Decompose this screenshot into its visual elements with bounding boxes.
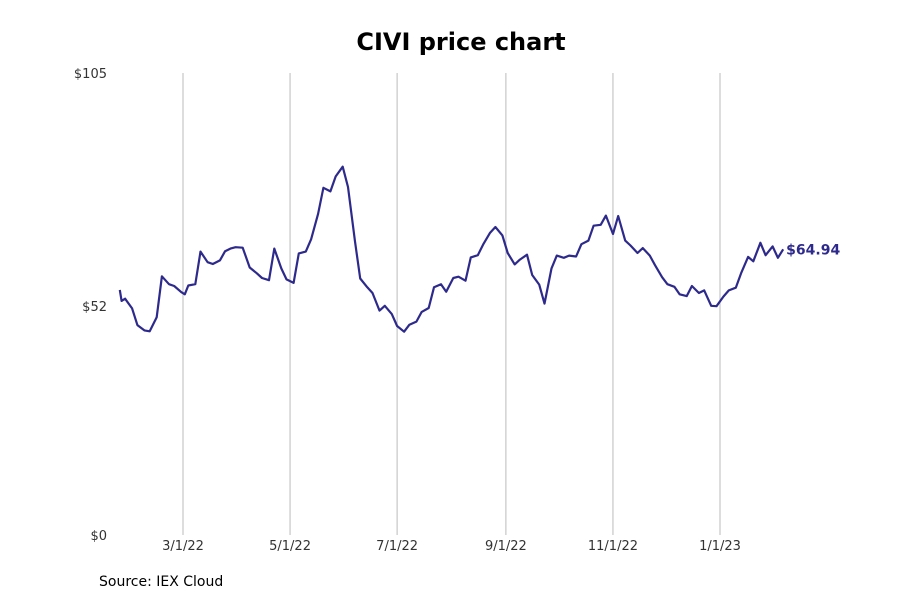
x-tick-label: 3/1/22 — [162, 539, 204, 554]
y-tick-label: $0 — [90, 529, 107, 544]
source-note: Source: IEX Cloud — [99, 574, 224, 590]
x-tick-label: 1/1/23 — [699, 539, 741, 554]
x-tick-label: 7/1/22 — [376, 539, 418, 554]
x-grid-lines — [182, 73, 721, 535]
last-price-label: $64.94 — [786, 242, 840, 258]
x-tick-label: 9/1/22 — [485, 539, 527, 554]
price-line — [118, 165, 785, 333]
y-tick-label: $52 — [82, 300, 107, 315]
x-tick-label: 5/1/22 — [269, 539, 311, 554]
chart-title: CIVI price chart — [356, 28, 566, 56]
y-axis: $0 $52 $105 — [74, 67, 107, 544]
y-tick-label: $105 — [74, 67, 107, 82]
x-tick-label: 11/1/22 — [588, 539, 638, 554]
x-axis: 3/1/22 5/1/22 7/1/22 9/1/22 11/1/22 1/1/23 — [162, 539, 741, 554]
